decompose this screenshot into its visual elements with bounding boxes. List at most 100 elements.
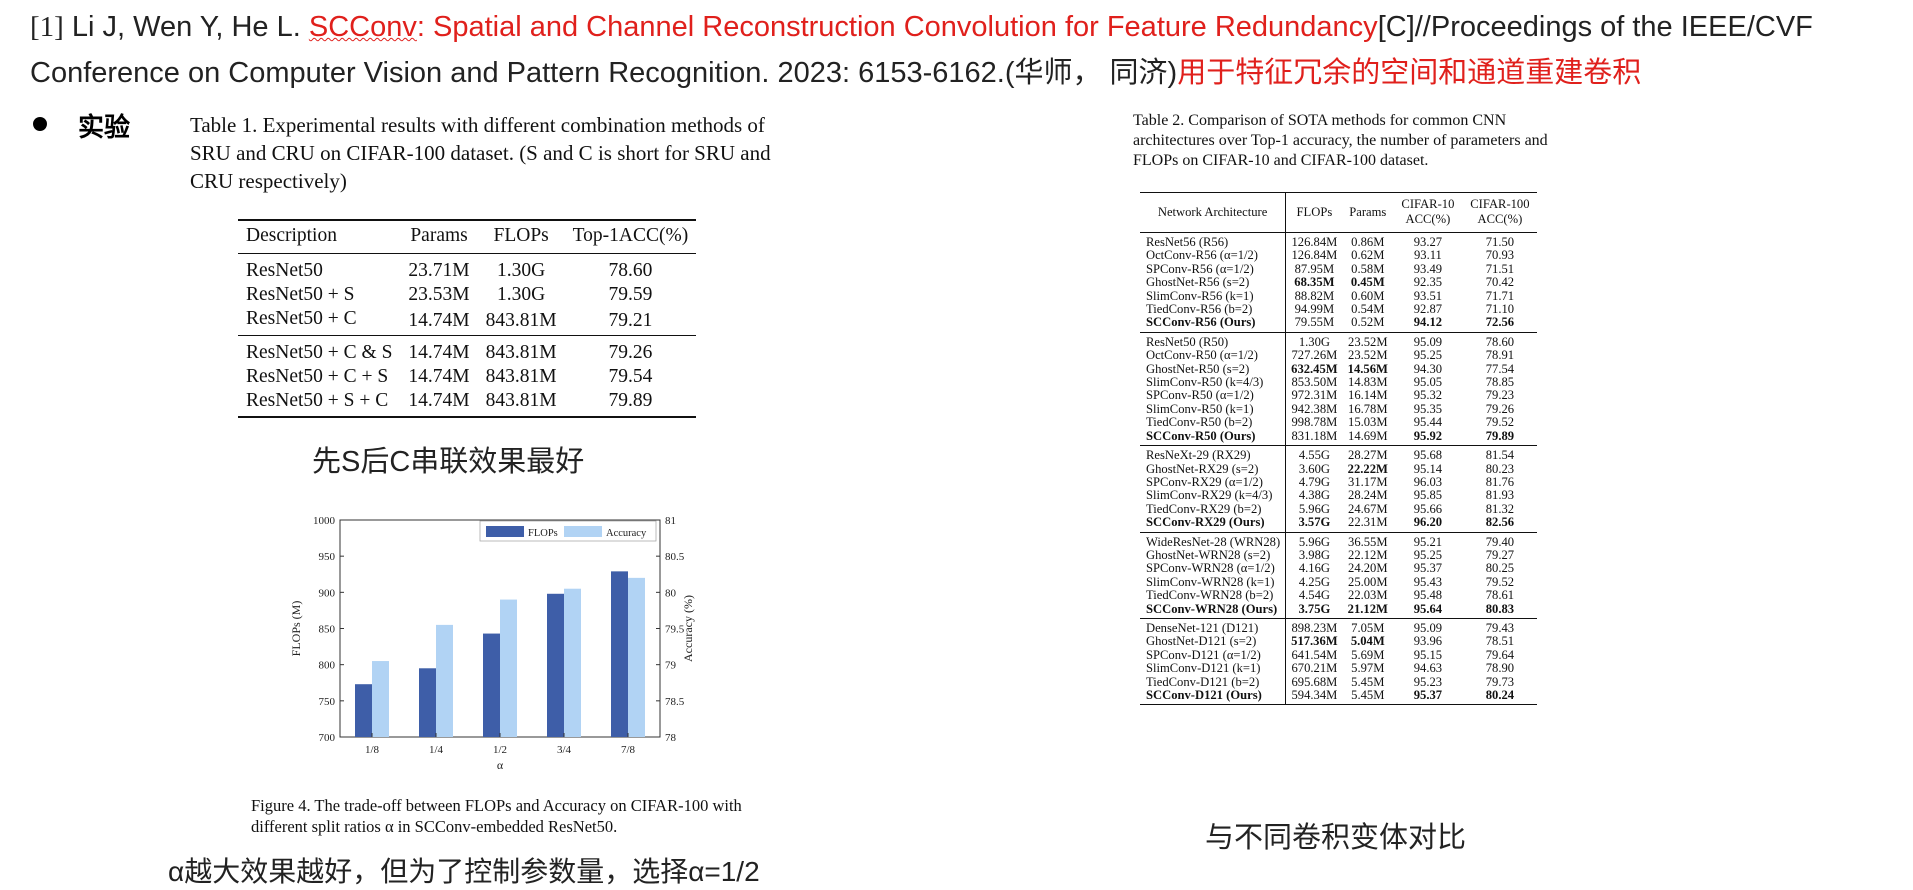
table2-cell: SPConv-WRN28 (α=1/2) (1140, 561, 1287, 576)
table2-cell: 28.24M (1348, 488, 1388, 503)
table1-cell: 14.74M (408, 366, 470, 387)
table2-row: SPConv-D121 (α=1/2) 641.54M 5.69M 95.15 79.6… (1140, 647, 1537, 663)
table2-cell: 4.55G (1298, 448, 1330, 463)
y-axis-label-right: Accuracy (%) (681, 595, 695, 662)
bar-flops (483, 633, 500, 737)
table2-cell: 92.35 (1413, 275, 1443, 290)
table1-cell: ResNet50 + S + C (238, 389, 401, 418)
reference-title-link[interactable]: SCConv (308, 11, 417, 43)
legend-label-flops: FLOPs (528, 528, 558, 539)
table2-cell: 79.64 (1485, 647, 1515, 662)
table2-header: FLOPs (1285, 192, 1343, 233)
table2-cell: TiedConv-D121 (b=2) (1140, 675, 1287, 689)
table2: Network Architecture FLOPs Params CIFAR-… (1140, 192, 1537, 706)
table2-cell: 5.96G (1298, 501, 1330, 516)
table2-row: SlimConv-R50 (k=1) 942.38M 16.78M 95.35 79.2… (1140, 401, 1537, 417)
table2-row: TiedConv-D121 (b=2) 695.68M 5.45M 95.23 79.7… (1140, 675, 1537, 689)
table2-cell: GhostNet-R50 (s=2) (1140, 362, 1287, 377)
table1-cell: 843.81M (477, 389, 565, 418)
right-tick-label: 78 (665, 732, 677, 744)
table1-row: ResNet50 + C 14.74M 843.81M 79.21 (238, 307, 696, 336)
bar-accuracy (564, 588, 581, 737)
left-tick-label: 750 (319, 696, 336, 708)
left-tick-label: 700 (319, 732, 336, 744)
table2-cell: TiedConv-R56 (b=2) (1140, 302, 1287, 317)
bar-accuracy (628, 577, 645, 737)
table2-row: ResNeXt-29 (RX29) 4.55G 28.27M 95.68 81.54 (1140, 445, 1537, 463)
reference: [1] Li J, Wen Y, He L. SCConv: Spatial a… (30, 4, 1913, 96)
table2-row: SCConv-R50 (Ours) 831.18M 14.69M 95.92 79.89 (1140, 429, 1537, 447)
table2-cell: SlimConv-D121 (k=1) (1140, 661, 1287, 676)
table2-cell: 95.15 (1413, 647, 1443, 662)
table2-cell: 126.84M (1291, 248, 1338, 263)
table2-cell: 5.69M (1351, 647, 1385, 662)
table2-row: DenseNet-121 (D121) 898.23M 7.05M 95.09 79.4… (1140, 618, 1537, 636)
table1-cell: 14.74M (408, 310, 470, 331)
table2-row: SCConv-RX29 (Ours) 3.57G 22.31M 96.20 82.56 (1140, 515, 1537, 533)
left-tick-label: 850 (319, 624, 336, 636)
table2-cell: TiedConv-R50 (b=2) (1140, 415, 1287, 430)
table2-cell: 93.11 (1413, 248, 1442, 263)
table2-cell: 95.35 (1413, 401, 1443, 416)
table2-row: SlimConv-RX29 (k=4/3) 4.38G 28.24M 95.85 81.… (1140, 488, 1537, 503)
table2-row: SPConv-R50 (α=1/2) 972.31M 16.14M 95.32 79.2… (1140, 388, 1537, 403)
table2-row: SlimConv-D121 (k=1) 670.21M 5.97M 94.63 78.9… (1140, 661, 1537, 676)
bar-flops (547, 593, 564, 737)
table2-header-row: Network Architecture FLOPs Params CIFAR-… (1140, 192, 1537, 233)
table2-row: WideResNet-28 (WRN28) 5.96G 36.55M 95.21 79.… (1140, 532, 1537, 549)
table2-cell: SCConv-D121 (Ours) (1140, 688, 1287, 706)
x-tick-label: 7/8 (621, 744, 636, 756)
table2-cell: 22.12M (1348, 547, 1388, 562)
table2-cell: WideResNet-28 (WRN28) (1140, 532, 1287, 549)
table2-cell: 79.23 (1485, 388, 1515, 403)
table2-row: SCConv-WRN28 (Ours) 3.75G 21.12M 95.64 80.83 (1140, 602, 1537, 619)
table2-row: SPConv-WRN28 (α=1/2) 4.16G 24.20M 95.37 80.2… (1140, 561, 1537, 576)
table2-cell: 517.36M (1291, 634, 1338, 649)
table2-cell: 998.78M (1291, 415, 1338, 430)
table2-cell: 4.54G (1298, 588, 1330, 603)
table2-cell: 4.38G (1298, 488, 1330, 503)
table2-cell: SlimConv-RX29 (k=4/3) (1140, 488, 1287, 503)
table2-cell: 78.85 (1485, 375, 1515, 390)
table2-cell: 95.25 (1413, 547, 1443, 562)
right-tick-label: 79.5 (665, 624, 685, 636)
table2-cell: 88.82M (1294, 288, 1335, 303)
table2-cell: 80.23 (1485, 461, 1515, 476)
reference-line-1: [1] Li J, Wen Y, He L. SCConv: Spatial a… (30, 4, 1913, 50)
table2-cell: 77.54 (1485, 361, 1515, 376)
figure4-chart: 700 750 800 850 900 950 1000 78 78.5 79 79.5 80 80.5… (289, 515, 695, 772)
table2-cell: 93.27 (1413, 235, 1443, 249)
table2-cell: TiedConv-RX29 (b=2) (1140, 502, 1287, 517)
table2-row: SCConv-D121 (Ours) 594.34M 5.45M 95.37 80.24 (1140, 688, 1537, 706)
table2-cell: 95.32 (1413, 388, 1443, 403)
left-tick-label: 1000 (313, 515, 336, 527)
table2-row: SlimConv-WRN28 (k=1) 4.25G 25.00M 95.43 79.5… (1140, 574, 1537, 590)
table2-cell: ResNet56 (R56) (1140, 232, 1287, 250)
section-title: 实验 (78, 112, 131, 142)
table2-row: TiedConv-R50 (b=2) 998.78M 15.03M 95.44 79.5… (1140, 415, 1537, 430)
table1-cell: 843.81M (477, 335, 565, 365)
table1-header: Description (238, 219, 401, 254)
table2-row: OctConv-R56 (α=1/2) 126.84M 0.62M 93.11 70.9… (1140, 248, 1537, 263)
table2-row: GhostNet-D121 (s=2) 517.36M 5.04M 93.96 78.5… (1140, 634, 1537, 649)
table2-cell: 80.25 (1485, 561, 1515, 576)
table2-cell: 81.54 (1485, 448, 1515, 463)
table2-cell: GhostNet-RX29 (s=2) (1140, 462, 1287, 476)
table1-cell: 79.59 (608, 284, 653, 305)
table1-cell: 14.74M (400, 389, 478, 418)
table2-cell: 78.60 (1485, 334, 1515, 349)
table2-cell: DenseNet-121 (D121) (1140, 618, 1287, 636)
table2-cell: 94.30 (1413, 361, 1443, 376)
table2-cell: 0.54M (1351, 302, 1385, 317)
table2-cell: 594.34M (1285, 688, 1343, 706)
table2-cell: 16.78M (1348, 401, 1388, 416)
left-tick-label: 800 (319, 660, 336, 672)
table2-cell: 95.43 (1413, 574, 1443, 589)
bullet-dot (33, 117, 47, 131)
reference-venue-cont: Conference on Computer Vision and Patter… (30, 57, 1178, 89)
table2-cell: GhostNet-WRN28 (s=2) (1140, 548, 1287, 563)
table2-cell: 28.27M (1348, 448, 1388, 463)
table2-cell: 126.84M (1291, 235, 1338, 249)
table2-cell: 93.49 (1413, 261, 1443, 276)
table1-header-row: Description Params FLOPs Top-1ACC(%) (238, 219, 697, 254)
